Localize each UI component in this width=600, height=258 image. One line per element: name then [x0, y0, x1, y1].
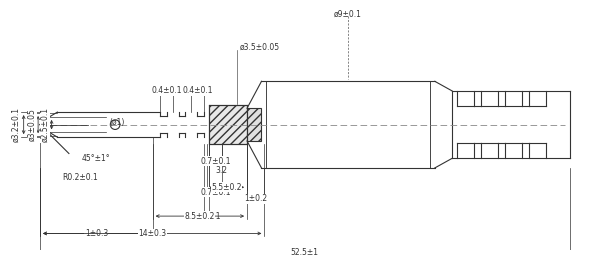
Text: ø3±0.05: ø3±0.05	[28, 108, 37, 141]
Text: 8.5±0.2: 8.5±0.2	[185, 212, 215, 221]
Text: 52.5±1: 52.5±1	[291, 248, 319, 257]
Text: 0.7±0.1: 0.7±0.1	[200, 188, 230, 197]
Text: R0.2±0.1: R0.2±0.1	[62, 173, 98, 182]
Text: 0.4±0.1: 0.4±0.1	[182, 86, 213, 95]
Text: 1±0.2: 1±0.2	[244, 194, 267, 203]
Text: 1±0.3: 1±0.3	[85, 229, 108, 238]
Text: 14±0.3: 14±0.3	[138, 229, 166, 238]
Text: 45°±1°: 45°±1°	[82, 154, 110, 163]
Text: ø9±0.1: ø9±0.1	[334, 9, 362, 18]
Text: ø3.2±0.1: ø3.2±0.1	[11, 107, 20, 142]
Text: 0.7±0.1: 0.7±0.1	[200, 157, 230, 166]
Text: 0.7±0.1: 0.7±0.1	[191, 212, 221, 221]
Text: 5.5±0.2: 5.5±0.2	[212, 183, 242, 192]
Text: 3.2: 3.2	[215, 166, 227, 175]
Bar	[209, 105, 247, 144]
Text: ø3.5±0.05: ø3.5±0.05	[239, 43, 280, 52]
Text: ø2.5±0.1: ø2.5±0.1	[40, 107, 49, 142]
Bar	[247, 108, 262, 141]
Text: (ø1): (ø1)	[109, 118, 125, 127]
Text: 0.4±0.1: 0.4±0.1	[151, 86, 182, 95]
